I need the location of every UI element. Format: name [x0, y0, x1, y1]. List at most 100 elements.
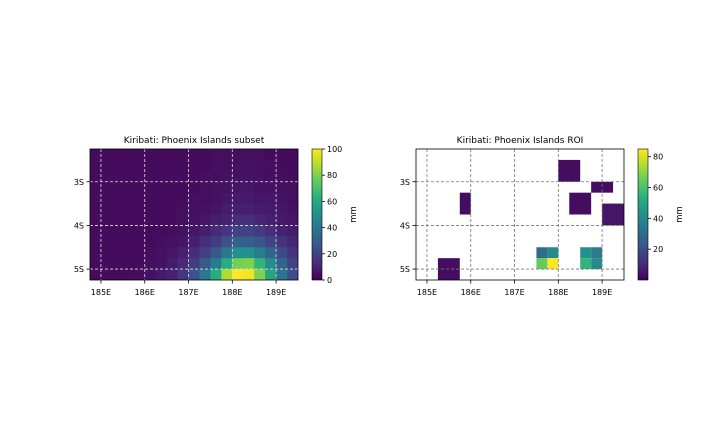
- heatmap-cell: [254, 247, 266, 259]
- heatmap-cell: [243, 258, 255, 270]
- heatmap-cell: [155, 225, 168, 237]
- heatmap-plot: [90, 149, 298, 280]
- heatmap-cell: [133, 149, 146, 161]
- x-tick-label: 185E: [91, 288, 111, 297]
- heatmap-cell: [287, 159, 298, 172]
- heatmap-cell: [265, 214, 277, 226]
- heatmap-cell: [177, 192, 189, 204]
- heatmap-cell: [122, 247, 135, 259]
- heatmap-cell: [90, 236, 102, 248]
- heatmap-cell: [265, 192, 277, 204]
- heatmap-cell: [199, 247, 211, 259]
- heatmap-cell: [221, 181, 233, 194]
- heatmap-cell: [265, 258, 277, 270]
- heatmap-cell: [276, 159, 288, 172]
- x-tick-label: 186E: [461, 288, 481, 297]
- heatmap-cell: [199, 236, 211, 248]
- heatmap-cell: [254, 159, 266, 172]
- plot-frame: [415, 148, 625, 281]
- heatmap-cell: [144, 192, 157, 204]
- heatmap-cell: [144, 247, 157, 259]
- heatmap-cell: [90, 192, 102, 204]
- heatmap-cell: [144, 203, 157, 215]
- heatmap-cell: [232, 236, 244, 248]
- colorbar-bar: [637, 148, 649, 281]
- heatmap-cell: [166, 159, 178, 172]
- colorbar-bar: [311, 148, 323, 281]
- heatmap-cell: [232, 269, 244, 280]
- heatmap-cell: [90, 247, 102, 259]
- heatmap-cell: [287, 236, 298, 248]
- heatmap-cell: [243, 203, 255, 215]
- heatmap-cell: [199, 192, 211, 204]
- colorbar: 20 40 60 80 mm: [637, 148, 685, 281]
- heatmap-cell: [166, 149, 178, 161]
- heatmap-cell: [243, 247, 255, 259]
- heatmap-cell: [133, 181, 146, 194]
- heatmap-cell: [188, 269, 200, 280]
- heatmap-cell: [287, 247, 298, 259]
- heatmap-cell: [232, 159, 244, 172]
- heatmap-cell: [232, 181, 244, 194]
- chart-title: Kiribati: Phoenix Islands ROI: [457, 136, 584, 146]
- heatmap-cell: [221, 247, 233, 259]
- heatmap-cell: [210, 225, 222, 237]
- colorbar-label: mm: [675, 206, 685, 223]
- heatmap-cell: [254, 149, 266, 161]
- heatmap-cell: [155, 247, 168, 259]
- heatmap-cell: [232, 149, 244, 161]
- plot-frame: [89, 148, 299, 281]
- y-tick-label: 3S: [74, 178, 84, 187]
- heatmap-cell: [100, 170, 113, 183]
- heatmap-cell: [166, 170, 178, 183]
- heatmap-cell: [243, 170, 255, 183]
- heatmap-cell: [144, 225, 157, 237]
- heatmap-cell: [547, 247, 559, 259]
- heatmap-cell: [166, 269, 178, 280]
- x-tick-label: 186E: [135, 288, 155, 297]
- x-tick-label: 187E: [504, 288, 524, 297]
- heatmap-cell: [133, 203, 146, 215]
- heatmap-cell: [254, 192, 266, 204]
- heatmap-cell: [133, 159, 146, 172]
- heatmap-cell: [177, 247, 189, 259]
- heatmap-cell: [221, 203, 233, 215]
- heatmap-cell: [122, 170, 135, 183]
- heatmap-cell: [133, 236, 146, 248]
- heatmap-cell: [122, 149, 135, 161]
- heatmap-cell: [265, 269, 277, 280]
- heatmap-cell: [100, 159, 113, 172]
- heatmap-cell: [177, 181, 189, 194]
- heatmap-cell: [111, 159, 124, 172]
- heatmap-cell: [155, 192, 168, 204]
- heatmap-cell: [210, 192, 222, 204]
- heatmap-cell: [166, 258, 178, 270]
- heatmap-cell: [155, 159, 168, 172]
- heatmap-cell: [144, 269, 157, 280]
- heatmap-cell: [243, 225, 255, 237]
- colorbar-tick-label: 40: [327, 224, 337, 233]
- heatmap-cell: [100, 181, 113, 194]
- heatmap-cell: [166, 192, 178, 204]
- x-tick-label: 189E: [266, 288, 286, 297]
- heatmap-cell: [254, 236, 266, 248]
- heatmap-cell: [254, 269, 266, 280]
- heatmap-cell: [166, 203, 178, 215]
- heatmap-cell: [122, 258, 135, 270]
- colorbar-tick-label: 0: [327, 276, 332, 285]
- heatmap-cell: [276, 236, 288, 248]
- heatmap-cell: [276, 170, 288, 183]
- heatmap-cell: [155, 236, 168, 248]
- heatmap-cell: [287, 258, 298, 270]
- heatmap-cell: [232, 214, 244, 226]
- heatmap-cell: [133, 192, 146, 204]
- heatmap-cell: [210, 269, 222, 280]
- heatmap-cell: [90, 203, 102, 215]
- heatmap-cell: [199, 214, 211, 226]
- heatmap-cell: [166, 236, 178, 248]
- heatmap-cell: [287, 203, 298, 215]
- heatmap-cell: [199, 258, 211, 270]
- heatmap-cell: [265, 149, 277, 161]
- heatmap-cell: [221, 159, 233, 172]
- heatmap-cell: [188, 192, 200, 204]
